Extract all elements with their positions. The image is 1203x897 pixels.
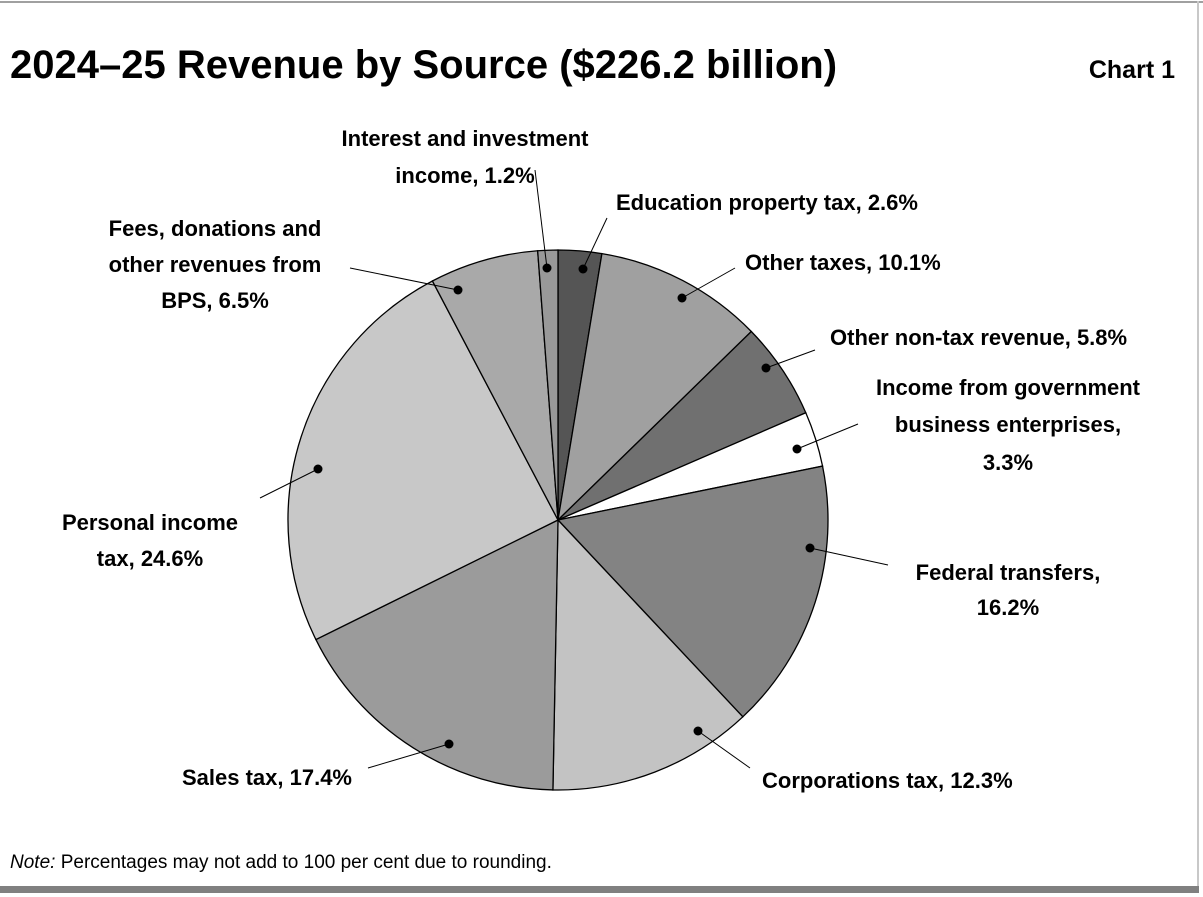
leader-dot [313,464,323,474]
slice-label: business enterprises, [895,412,1121,437]
chart-number: Chart 1 [1089,56,1175,84]
frame-top-border [0,1,1203,3]
slice-label: income, 1.2% [395,163,534,188]
pie-slice-other-taxes [557,252,753,522]
leader-line [259,468,319,499]
slice-label: 3.3% [983,450,1033,475]
slice-label: Federal transfers, [916,560,1101,585]
leader-line [681,267,736,299]
slice-label: Income from government [876,375,1141,400]
leader-line [582,217,608,270]
leader-dot [542,263,552,273]
leader-dot [677,293,687,303]
pie-slice-interest-and-investment-income [536,249,559,521]
pie-slice-fees-donations-and-other-revenues-from-bps [431,250,559,521]
slice-label: Education property tax, 2.6% [616,190,918,215]
slice-label: Other taxes, 10.1% [745,250,941,275]
leader-dot [792,444,802,454]
slice-label: Personal income [62,510,238,535]
leader-dot [761,363,771,373]
slice-label: Corporations tax, 12.3% [762,768,1013,793]
leader-dot [578,264,588,274]
leader-line [796,423,859,450]
leader-dot [453,285,463,295]
slice-label: tax, 24.6% [97,546,203,571]
frame-right-border [1197,1,1199,891]
leader-line [765,349,816,369]
leader-dot [693,726,703,736]
pie-slice-personal-income-tax [287,280,559,641]
leader-line [534,169,548,269]
leader-line [367,743,450,769]
leader-line [809,547,889,566]
leader-dot [444,739,454,749]
slice-label: other revenues from [109,252,322,277]
slice-label: Interest and investment [342,126,590,151]
leader-dot [805,543,815,553]
slice-label: 16.2% [977,595,1039,620]
chart-title: 2024–25 Revenue by Source ($226.2 billio… [10,43,837,87]
pie-slice-corporations-tax [552,518,744,791]
pie-slice-federal-transfers [556,465,829,718]
note-label: Note: [10,852,55,873]
slice-label: BPS, 6.5% [161,288,269,313]
leader-line [349,267,459,291]
slice-label: Fees, donations and [109,216,322,241]
pie-slice-sales-tax [315,518,559,791]
slice-label: Other non-tax revenue, 5.8% [830,325,1127,350]
note-text: Percentages may not add to 100 per cent … [55,852,551,873]
leader-line [697,730,751,769]
frame-bottom-border [0,886,1199,893]
chart-note: Note: Percentages may not add to 100 per… [10,852,552,873]
slice-label: Sales tax, 17.4% [182,765,352,790]
